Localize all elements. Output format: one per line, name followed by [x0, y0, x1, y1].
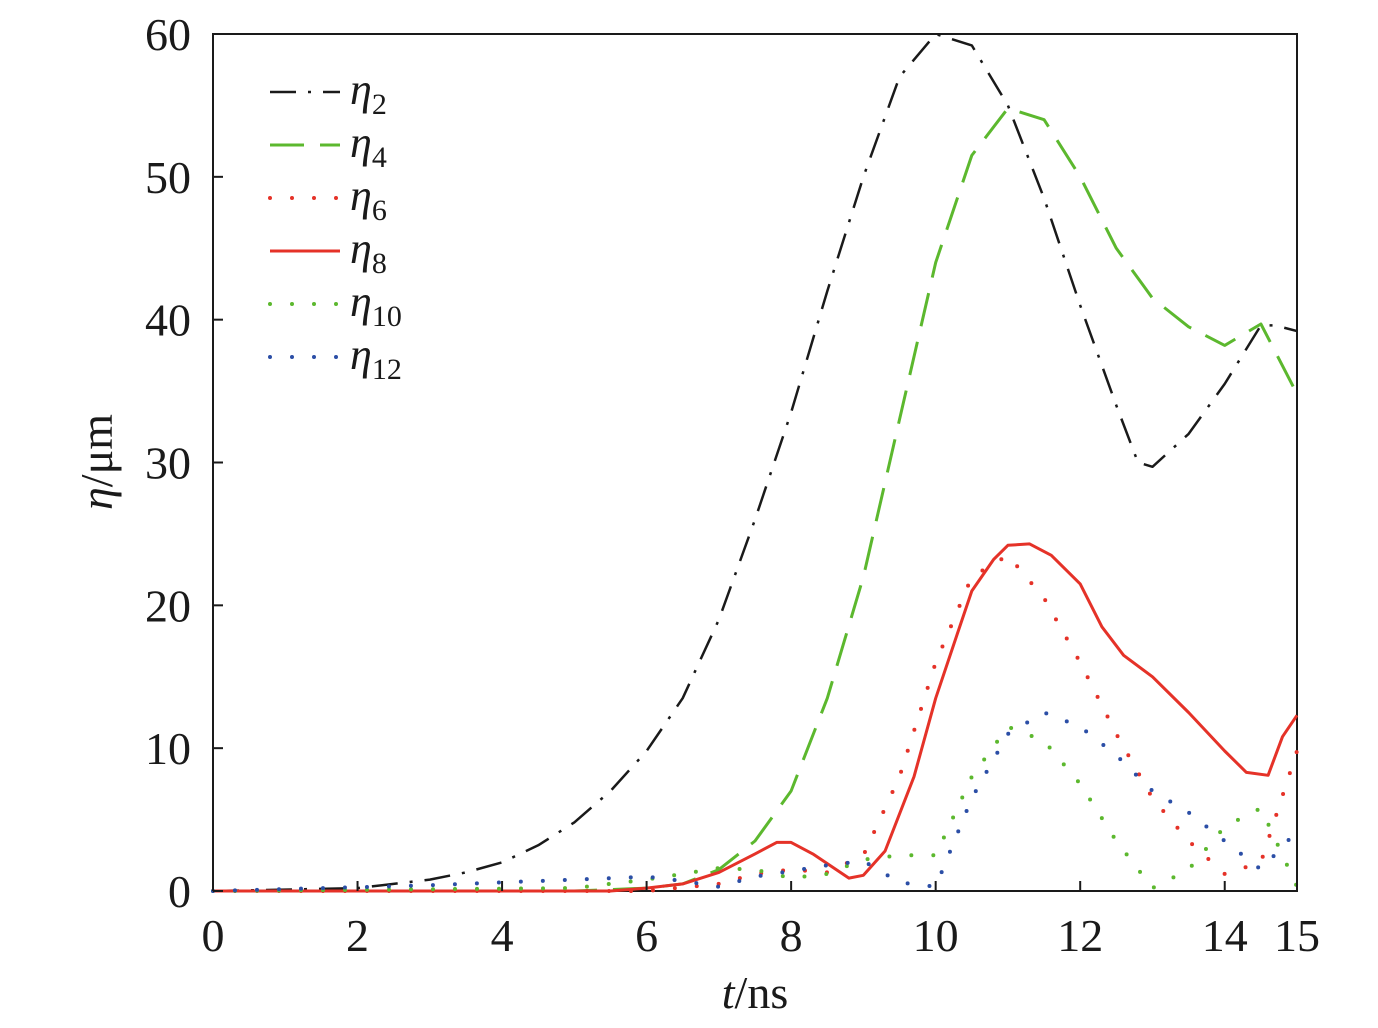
x-tick-label-4: 4 — [491, 910, 514, 961]
legend-label-eta10: η10 — [350, 277, 402, 333]
y-axis-label: η/μm — [71, 414, 122, 510]
series-eta10 — [211, 724, 1299, 893]
legend-label-eta4: η4 — [350, 118, 387, 174]
series-line-eta2 — [212, 32, 1298, 893]
y-tick-label-10: 10 — [145, 723, 191, 774]
series-line-eta10 — [211, 724, 1299, 893]
series-eta8 — [213, 542, 1299, 893]
series-line-eta12 — [211, 710, 1299, 893]
ticks-layer: 0 2 4 6 8 10 12 14 15 0 10 20 30 40 50 60 — [145, 9, 1320, 961]
legend-label-eta6: η6 — [350, 171, 387, 227]
x-tick-label-10: 10 — [913, 910, 959, 961]
series-eta2 — [212, 32, 1298, 893]
x-tick-label-8: 8 — [780, 910, 803, 961]
series-layer — [211, 32, 1299, 893]
y-tick-label-40: 40 — [145, 295, 191, 346]
y-axis-label-var: η — [71, 487, 122, 510]
legend-label-eta8: η8 — [350, 224, 387, 280]
y-tick-label-0: 0 — [168, 866, 191, 917]
series-line-eta8 — [213, 542, 1299, 893]
x-tick-label-12: 12 — [1057, 910, 1103, 961]
legend-item-eta8: η8 — [270, 224, 387, 280]
y-tick-label-60: 60 — [145, 9, 191, 60]
x-tick-label-0: 0 — [202, 910, 225, 961]
y-tick-label-30: 30 — [145, 438, 191, 489]
x-tick-label-15: 15 — [1274, 910, 1320, 961]
legend-item-eta6: η6 — [268, 171, 387, 227]
x-tick-label-2: 2 — [346, 910, 369, 961]
y-axis-label-unit: /μm — [71, 414, 122, 487]
series-eta12 — [211, 710, 1299, 893]
x-axis-label-unit: /ns — [735, 967, 789, 1018]
y-tick-label-20: 20 — [145, 580, 191, 631]
legend-item-eta4: η4 — [270, 118, 387, 174]
x-tick-label-6: 6 — [635, 910, 658, 961]
legend-label-eta2: η2 — [350, 65, 387, 121]
x-axis-label-var: t — [722, 967, 736, 1018]
legend-item-eta10: η10 — [268, 277, 402, 333]
y-tick-label-50: 50 — [145, 152, 191, 203]
legend-item-eta12: η12 — [268, 330, 402, 386]
x-axis-label: t/ns — [722, 967, 788, 1018]
legend-label-eta12: η12 — [350, 330, 402, 386]
legend-item-eta2: η2 — [270, 65, 387, 121]
x-tick-label-14: 14 — [1202, 910, 1248, 961]
